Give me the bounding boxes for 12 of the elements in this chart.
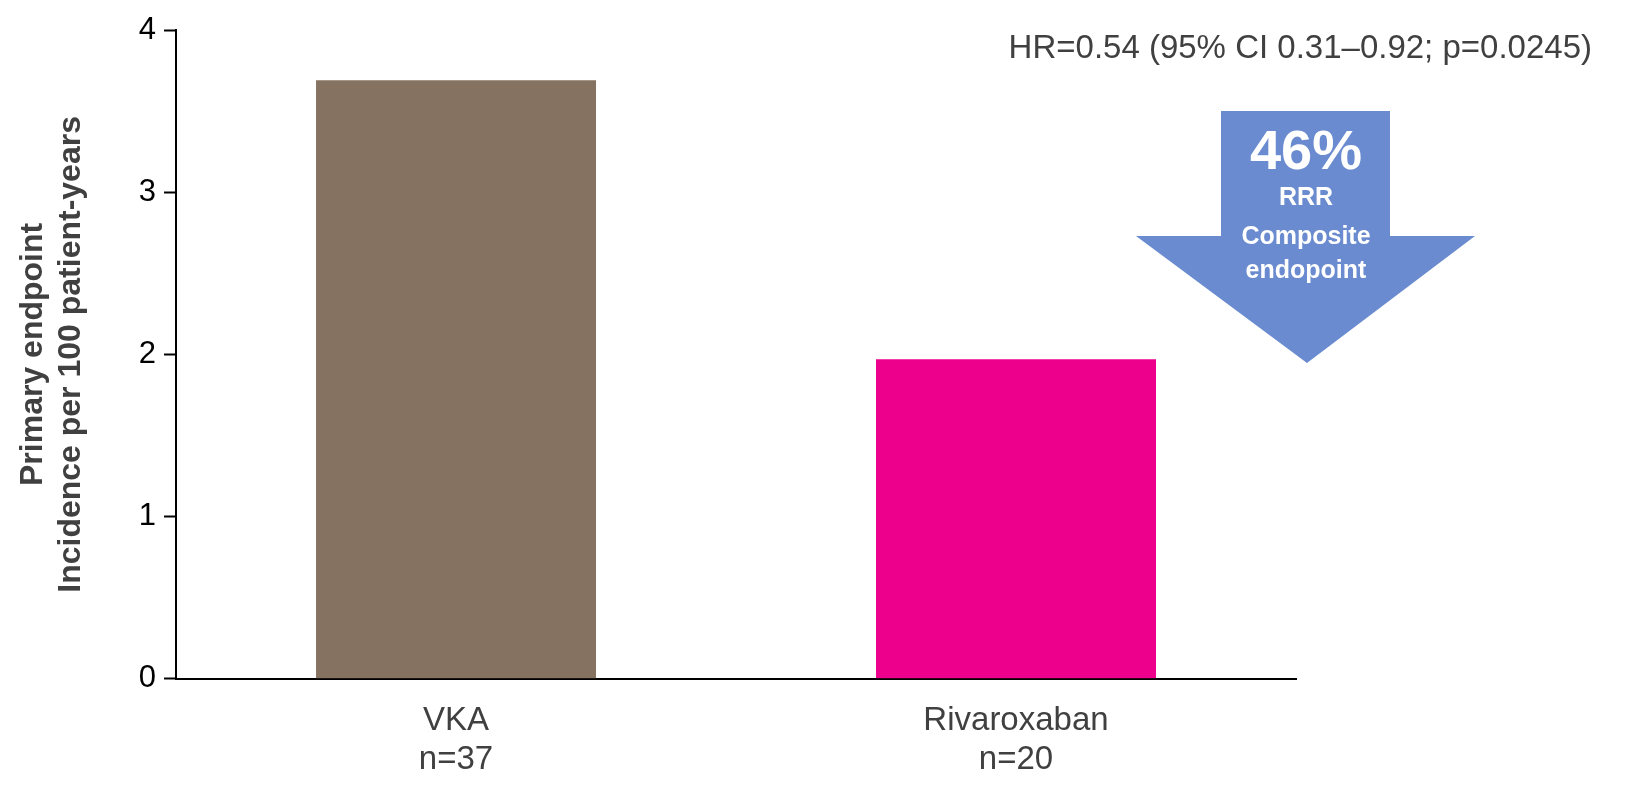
y-tick-label: 0 [138, 659, 157, 695]
y-tick-label: 4 [138, 10, 157, 46]
y-tick-label: 1 [138, 497, 157, 533]
x-tick-label: VKA n=37 [418, 699, 494, 777]
annotation: HR=0.54 (95% CI 0.31–0.92; p=0.0245) [1008, 28, 1592, 66]
annotation: 46% [1249, 117, 1363, 182]
annotation: Composite endopoint [1240, 220, 1372, 285]
y-tick-label: 3 [138, 172, 157, 208]
y-tick-label: 2 [138, 334, 157, 370]
annotation: RRR [1278, 182, 1334, 211]
y-axis-title: Primary endpoint Incidence per 100 patient-years [13, 116, 88, 593]
x-tick-label: Rivaroxaban n=20 [923, 699, 1109, 777]
